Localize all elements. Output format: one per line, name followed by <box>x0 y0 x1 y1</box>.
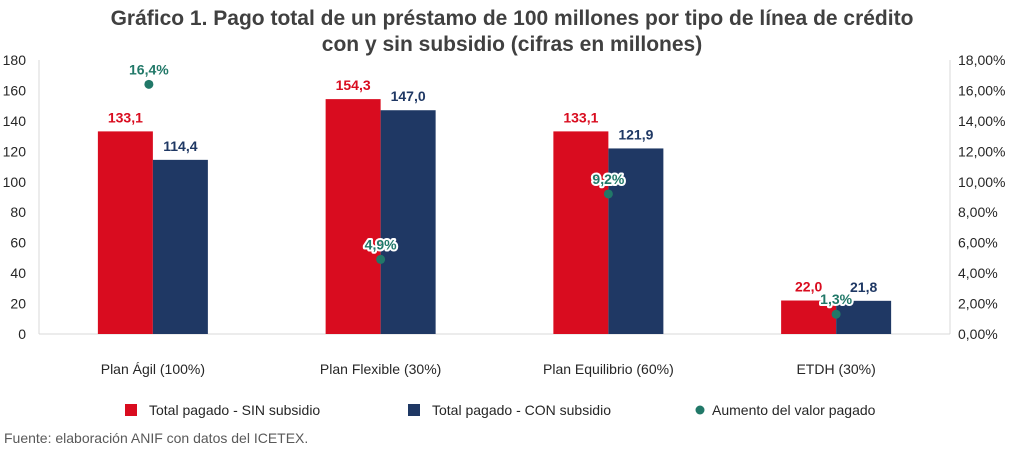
left-tick-label: 20 <box>10 296 26 312</box>
left-tick-label: 100 <box>3 174 27 190</box>
right-axis-ticks: 0,00% 2,00% 4,00% 6,00% 8,00% 10,00% 12,00% 14,… <box>958 52 1005 342</box>
point-value-label: 4,9% <box>365 236 397 252</box>
bar-sin-subsidio <box>781 300 837 334</box>
legend-label: Aumento del valor pagado <box>712 402 876 418</box>
right-tick-label: 12,00% <box>958 143 1005 159</box>
right-tick-label: 16,00% <box>958 82 1005 98</box>
left-tick-label: 140 <box>3 113 27 129</box>
category-label: Plan Flexible (30%) <box>320 361 441 377</box>
point-aumento <box>831 309 841 319</box>
left-tick-label: 60 <box>10 235 26 251</box>
bar-sin-subsidio <box>97 131 153 334</box>
left-tick-label: 120 <box>3 143 27 159</box>
right-tick-label: 6,00% <box>958 235 998 251</box>
bars: 133,1 114,4 154,3 147,0 133,1 121,9 22,0 21,8 <box>97 77 892 334</box>
category-labels: Plan Ágil (100%) Plan Flexible (30%) Plan … <box>101 361 876 377</box>
points: 16,4% 4,9% 9,2% 1,3% <box>127 59 855 319</box>
right-tick-label: 10,00% <box>958 174 1005 190</box>
left-tick-label: 160 <box>3 82 27 98</box>
bar-value-label: 22,0 <box>795 279 822 295</box>
right-tick-label: 8,00% <box>958 204 998 220</box>
bar-value-label: 114,4 <box>163 138 197 154</box>
left-tick-label: 0 <box>18 326 26 342</box>
right-tick-label: 14,00% <box>958 113 1005 129</box>
bar-con-subsidio <box>380 110 436 334</box>
point-aumento <box>603 189 613 199</box>
point-aumento <box>144 79 154 89</box>
bar-sin-subsidio <box>553 131 609 334</box>
legend-label: Total pagado - CON subsidio <box>432 402 611 418</box>
point-value-label: 16,4% <box>129 61 169 77</box>
category-label: Plan Equilibrio (60%) <box>543 361 674 377</box>
left-tick-label: 40 <box>10 265 26 281</box>
legend-swatch <box>125 404 137 416</box>
right-tick-label: 2,00% <box>958 296 998 312</box>
chart-title-line-1: Gráfico 1. Pago total de un préstamo de … <box>111 7 914 30</box>
point-value-label: 1,3% <box>820 291 852 307</box>
chart-title-line-2: con y sin subsidio (cifras en millones) <box>322 33 702 56</box>
bar-con-subsidio <box>836 300 892 334</box>
legend-label: Total pagado - SIN subsidio <box>149 402 320 418</box>
legend: Total pagado - SIN subsidio Total pagado … <box>125 402 876 418</box>
bar-value-label: 147,0 <box>391 88 426 104</box>
bar-con-subsidio <box>152 159 208 334</box>
legend-swatch <box>408 404 420 416</box>
left-axis-ticks: 0 20 40 60 80 100 120 140 160 180 <box>3 52 27 342</box>
bar-sin-subsidio <box>325 99 381 334</box>
point-value-label: 9,2% <box>592 171 624 187</box>
category-label: ETDH (30%) <box>796 361 875 377</box>
right-tick-label: 18,00% <box>958 52 1005 68</box>
bar-value-label: 154,3 <box>336 77 371 93</box>
left-tick-label: 80 <box>10 204 26 220</box>
legend-marker <box>695 405 705 415</box>
source-note: Fuente: elaboración ANIF con datos del I… <box>4 430 309 446</box>
bar-value-label: 121,9 <box>618 126 653 142</box>
bar-value-label: 133,1 <box>563 109 598 125</box>
point-aumento <box>376 254 386 264</box>
right-tick-label: 0,00% <box>958 326 998 342</box>
bar-value-label: 21,8 <box>850 279 877 295</box>
bar-con-subsidio <box>608 148 664 334</box>
right-tick-label: 4,00% <box>958 265 998 281</box>
bar-value-label: 133,1 <box>108 109 143 125</box>
left-tick-label: 180 <box>3 52 27 68</box>
category-label: Plan Ágil (100%) <box>101 361 205 377</box>
